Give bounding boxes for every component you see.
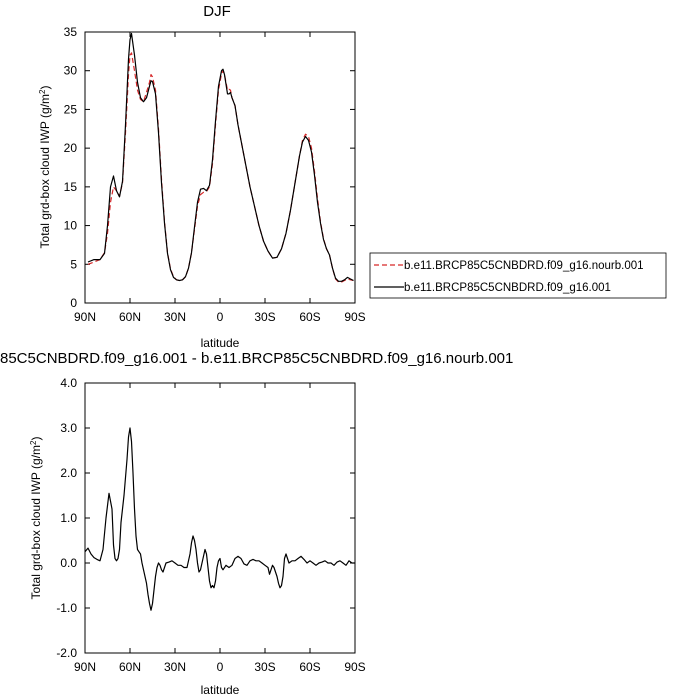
bottom-x-axis-label: latitude [201,683,240,697]
top-y-tick-label-0: 0 [70,296,77,310]
bottom-x-tick-label-4: 30S [254,660,275,674]
bottom-y-tick-label-2: 0.0 [60,556,77,570]
top-panel: DJF 90N 60N 30N 0 30S 60S 90S 0 5 10 15 20 25 30 35 la… [38,3,667,350]
top-chart-title: DJF [203,3,231,20]
bottom-x-tick-label-0: 90N [74,660,96,674]
bottom-x-tick-label-3: 0 [217,660,224,674]
bottom-series-lines [84,427,355,611]
top-y-tick-label-3: 15 [64,180,78,194]
legend: b.e11.BRCP85C5CNBDRD.f09_g16.nourb.001 b… [369,252,667,299]
legend-label-nourb: b.e11.BRCP85C5CNBDRD.f09_g16.nourb.001 [404,260,644,272]
bottom-x-tick-label-1: 60N [119,660,141,674]
bottom-y-tick-label-3: 1.0 [60,511,77,525]
bottom-y-tick-label-1: -1.0 [56,601,77,615]
bottom-plot-frame [84,382,356,654]
top-y-tick-label-6: 30 [64,64,78,78]
bottom-series-line-0 [84,427,355,611]
top-x-tick-label-2: 30N [164,310,186,324]
bottom-y-axis-label: Total grd-box cloud IWP (g/m2) [29,437,43,600]
bottom-y-tick-label-0: -2.0 [56,646,77,660]
bottom-x-tick-label-2: 30N [164,660,186,674]
bottom-y-tick-label-4: 2.0 [60,466,77,480]
top-x-tick-label-0: 90N [74,310,96,324]
top-y-tick-label-1: 5 [70,257,77,271]
top-x-tick-label-6: 90S [344,310,365,324]
bottom-x-tick-label-5: 60S [299,660,320,674]
top-plot-frame [84,31,356,304]
legend-box [369,252,667,299]
bottom-axis-ticks: 90N 60N 30N 0 30S 60S 90S -2.0 -1.0 0.0 1.0 2.0 3.0 4… [56,376,365,674]
bottom-chart-title: 85C5CNBDRD.f09_g16.001 - b.e11.BRCP85C5C… [0,350,513,367]
top-y-axis-label: Total grd-box cloud IWP (g/m2) [38,86,52,249]
bottom-x-tick-label-6: 90S [344,660,365,674]
top-y-tick-label-5: 25 [64,102,78,116]
top-y-tick-label-2: 10 [64,219,78,233]
top-x-tick-label-1: 60N [119,310,141,324]
top-y-tick-label-7: 35 [64,25,78,39]
top-x-tick-label-4: 30S [254,310,275,324]
bottom-y-tick-label-5: 3.0 [60,421,77,435]
top-x-axis-label: latitude [201,336,240,350]
top-axis-ticks: 90N 60N 30N 0 30S 60S 90S 0 5 10 15 20 25 30 35 [64,25,366,324]
top-y-tick-label-4: 20 [64,141,78,155]
bottom-panel: 85C5CNBDRD.f09_g16.001 - b.e11.BRCP85C5C… [0,350,513,697]
legend-label-urb: b.e11.BRCP85C5CNBDRD.f09_g16.001 [404,282,611,294]
top-x-tick-label-3: 0 [217,310,224,324]
top-x-tick-label-5: 60S [299,310,320,324]
top-series-lines [87,32,354,283]
top-series-line-1 [87,32,354,282]
bottom-y-tick-label-6: 4.0 [60,376,77,390]
